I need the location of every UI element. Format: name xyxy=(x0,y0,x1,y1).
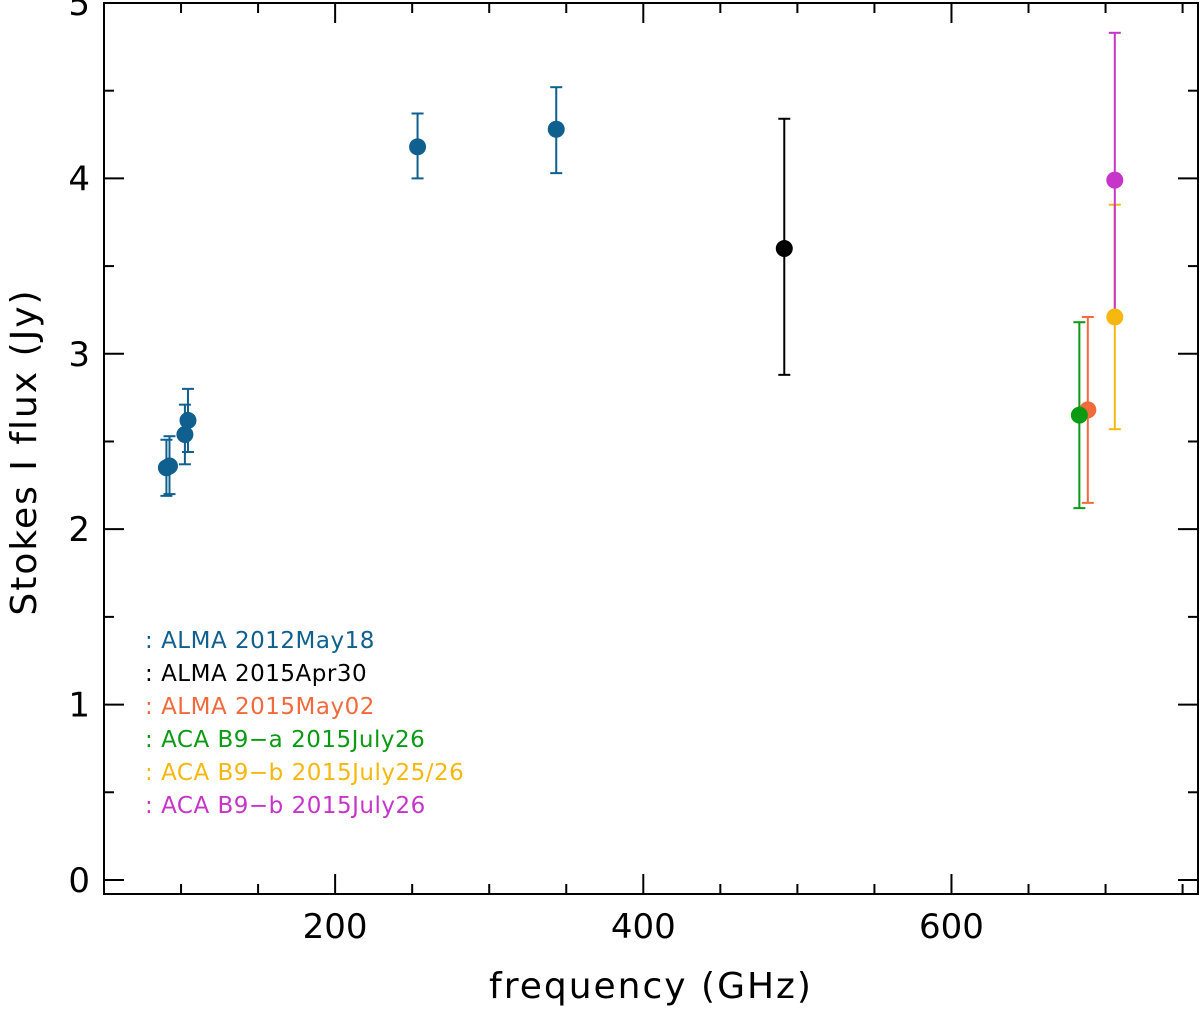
legend-entry-prefix: : xyxy=(145,727,161,753)
legend-entry-label: ACA B9−b 2015July25/26 xyxy=(161,760,464,786)
axis-tick-labels: 200 400 600 0 1 2 3 4 5 xyxy=(68,0,984,947)
legend-entry-prefix: : xyxy=(145,694,161,720)
legend-entry-prefix: : xyxy=(145,760,161,786)
legend-entry-label: ACA B9−a 2015July26 xyxy=(161,727,425,753)
legend-entry: : ACA B9−a 2015July26 xyxy=(145,727,425,753)
data-point xyxy=(179,411,197,429)
legend-entry-prefix: : xyxy=(145,661,161,687)
plot-frame xyxy=(103,2,1199,895)
legend-entry: : ALMA 2015Apr30 xyxy=(145,661,367,687)
data-points xyxy=(157,120,1124,477)
data-point xyxy=(1070,406,1088,424)
legend-entry: : ACA B9−b 2015July26 xyxy=(145,793,426,819)
axis-ticks xyxy=(104,2,1198,894)
y-tick-label: 1 xyxy=(68,686,90,726)
legend-entry: : ACA B9−b 2015July25/26 xyxy=(145,760,464,786)
data-point xyxy=(409,138,427,156)
x-tick-label: 200 xyxy=(303,907,368,947)
x-axis-label: frequency (GHz) xyxy=(489,966,813,1007)
legend-entry-label: ALMA 2015Apr30 xyxy=(161,661,367,687)
y-tick-label: 5 xyxy=(68,0,90,24)
data-point xyxy=(775,240,793,258)
legend-entry-label: ACA B9−b 2015July26 xyxy=(161,793,426,819)
y-tick-label: 2 xyxy=(68,510,90,550)
data-point xyxy=(1106,308,1124,326)
y-tick-label: 3 xyxy=(68,335,90,375)
data-point xyxy=(547,120,565,138)
x-tick-label: 400 xyxy=(611,907,676,947)
legend-entry-prefix: : xyxy=(145,628,161,654)
error-bars xyxy=(160,31,1121,510)
y-tick-label: 4 xyxy=(68,159,90,199)
data-point xyxy=(176,425,194,443)
y-tick-label: 0 xyxy=(68,861,90,901)
legend-entry: : ALMA 2015May02 xyxy=(145,694,375,720)
legend-entry-prefix: : xyxy=(145,793,161,819)
legend-entry-label: ALMA 2012May18 xyxy=(161,628,375,654)
data-point xyxy=(1106,171,1124,189)
x-tick-label: 600 xyxy=(919,907,984,947)
data-point xyxy=(160,457,178,475)
legend-entry: : ALMA 2012May18 xyxy=(145,628,375,654)
legend-entry-label: ALMA 2015May02 xyxy=(161,694,375,720)
legend: : ALMA 2012May18: ALMA 2015Apr30: ALMA 2… xyxy=(145,628,464,819)
y-axis-label: Stokes I flux (Jy) xyxy=(4,288,45,615)
